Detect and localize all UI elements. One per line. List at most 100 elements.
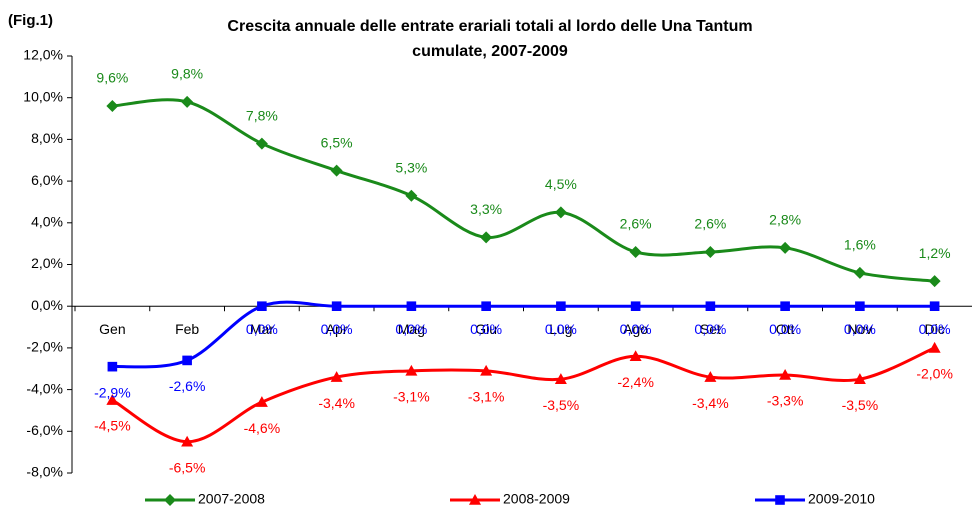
legend-label: 2007-2008 [198, 491, 265, 507]
data-label: -2,0% [916, 366, 953, 382]
legend-marker [775, 495, 785, 505]
data-label: 0,0% [395, 321, 427, 337]
y-tick-label: 0,0% [31, 297, 63, 313]
data-label: -3,3% [767, 393, 804, 409]
marker [181, 435, 194, 447]
y-tick-label: -4,0% [26, 380, 63, 396]
marker [181, 95, 194, 108]
x-tick-label: Dic [925, 321, 945, 337]
marker [330, 164, 343, 177]
data-label: -3,5% [842, 397, 879, 413]
data-label: 1,2% [919, 245, 951, 261]
data-label: 0,0% [545, 321, 577, 337]
x-tick-label: Mag [398, 321, 425, 337]
data-label: -3,1% [393, 389, 430, 405]
legend-label: 2009-2010 [808, 491, 875, 507]
marker [330, 371, 343, 382]
y-tick-label: -8,0% [26, 464, 63, 480]
x-tick-label: Feb [175, 321, 199, 337]
x-tick-label: Gen [99, 321, 125, 337]
marker [106, 394, 119, 405]
marker [929, 301, 940, 311]
x-tick-label: Nov [847, 321, 872, 337]
y-tick-label: -6,0% [26, 422, 63, 438]
data-label: 0,0% [694, 321, 726, 337]
data-label: -3,4% [318, 395, 355, 411]
x-tick-label: Ott [776, 321, 795, 337]
data-label: 3,3% [470, 201, 502, 217]
data-label: 2,6% [620, 216, 652, 232]
x-tick-label: Ago [623, 321, 648, 337]
marker [554, 373, 567, 384]
marker [331, 301, 342, 311]
data-label: 7,8% [246, 107, 278, 123]
marker [928, 341, 941, 353]
marker [107, 361, 118, 372]
marker [630, 301, 641, 311]
legend-label: 2008-2009 [503, 491, 570, 507]
y-tick-label: 6,0% [31, 172, 63, 188]
data-label: 5,3% [395, 159, 427, 175]
data-label: -2,6% [169, 378, 206, 394]
x-tick-label: Giu [475, 321, 497, 337]
marker [853, 266, 866, 279]
marker [629, 350, 642, 362]
x-tick-label: Apr [326, 321, 348, 337]
x-tick-label: Mar [250, 321, 274, 337]
data-label: 0,0% [844, 321, 876, 337]
data-label: 0,0% [769, 321, 801, 337]
data-label: 2,8% [769, 212, 801, 228]
data-label: 9,6% [96, 70, 128, 86]
marker [853, 373, 866, 384]
y-tick-label: 10,0% [23, 88, 63, 104]
data-label: 0,0% [246, 321, 278, 337]
marker [928, 275, 941, 288]
marker [481, 301, 491, 311]
figure-label: (Fig.1) [8, 12, 53, 29]
data-label: 0,0% [620, 321, 652, 337]
marker [406, 301, 417, 311]
x-tick-label: Lug [549, 321, 572, 337]
y-tick-label: 4,0% [31, 214, 63, 230]
legend-marker [469, 494, 481, 505]
legend-marker [164, 494, 176, 506]
y-tick-label: -2,0% [26, 339, 63, 355]
data-label: -2,9% [94, 384, 131, 400]
marker [779, 369, 792, 380]
data-label: 6,5% [321, 134, 353, 150]
series-line [112, 98, 935, 283]
marker [705, 301, 716, 311]
data-label: 2,6% [694, 216, 726, 232]
marker [704, 371, 717, 382]
marker [855, 301, 865, 311]
marker [480, 364, 493, 376]
marker [779, 241, 792, 254]
y-tick-label: 2,0% [31, 255, 63, 271]
data-label: 9,8% [171, 66, 203, 82]
x-tick-label: Set [700, 321, 721, 337]
series-line [112, 300, 935, 369]
marker [182, 355, 192, 366]
marker [106, 100, 119, 113]
data-label: -4,5% [94, 418, 131, 434]
data-label: 0,0% [919, 321, 951, 337]
y-tick-label: 12,0% [23, 47, 63, 63]
marker [480, 231, 493, 244]
data-label: 0,0% [470, 321, 502, 337]
data-label: -3,1% [468, 389, 505, 405]
marker [780, 301, 790, 311]
chart-title: Crescita annuale delle entrate erariali … [227, 18, 753, 60]
data-label: -2,4% [617, 374, 654, 390]
data-label: 1,6% [844, 237, 876, 253]
marker [255, 396, 268, 407]
data-label: -4,6% [244, 420, 281, 436]
data-label: -3,4% [692, 395, 729, 411]
series-line [111, 346, 936, 444]
marker [554, 206, 567, 219]
data-label: 0,0% [321, 321, 353, 337]
data-label: -6,5% [169, 459, 206, 475]
marker [405, 189, 418, 202]
marker [257, 301, 267, 311]
